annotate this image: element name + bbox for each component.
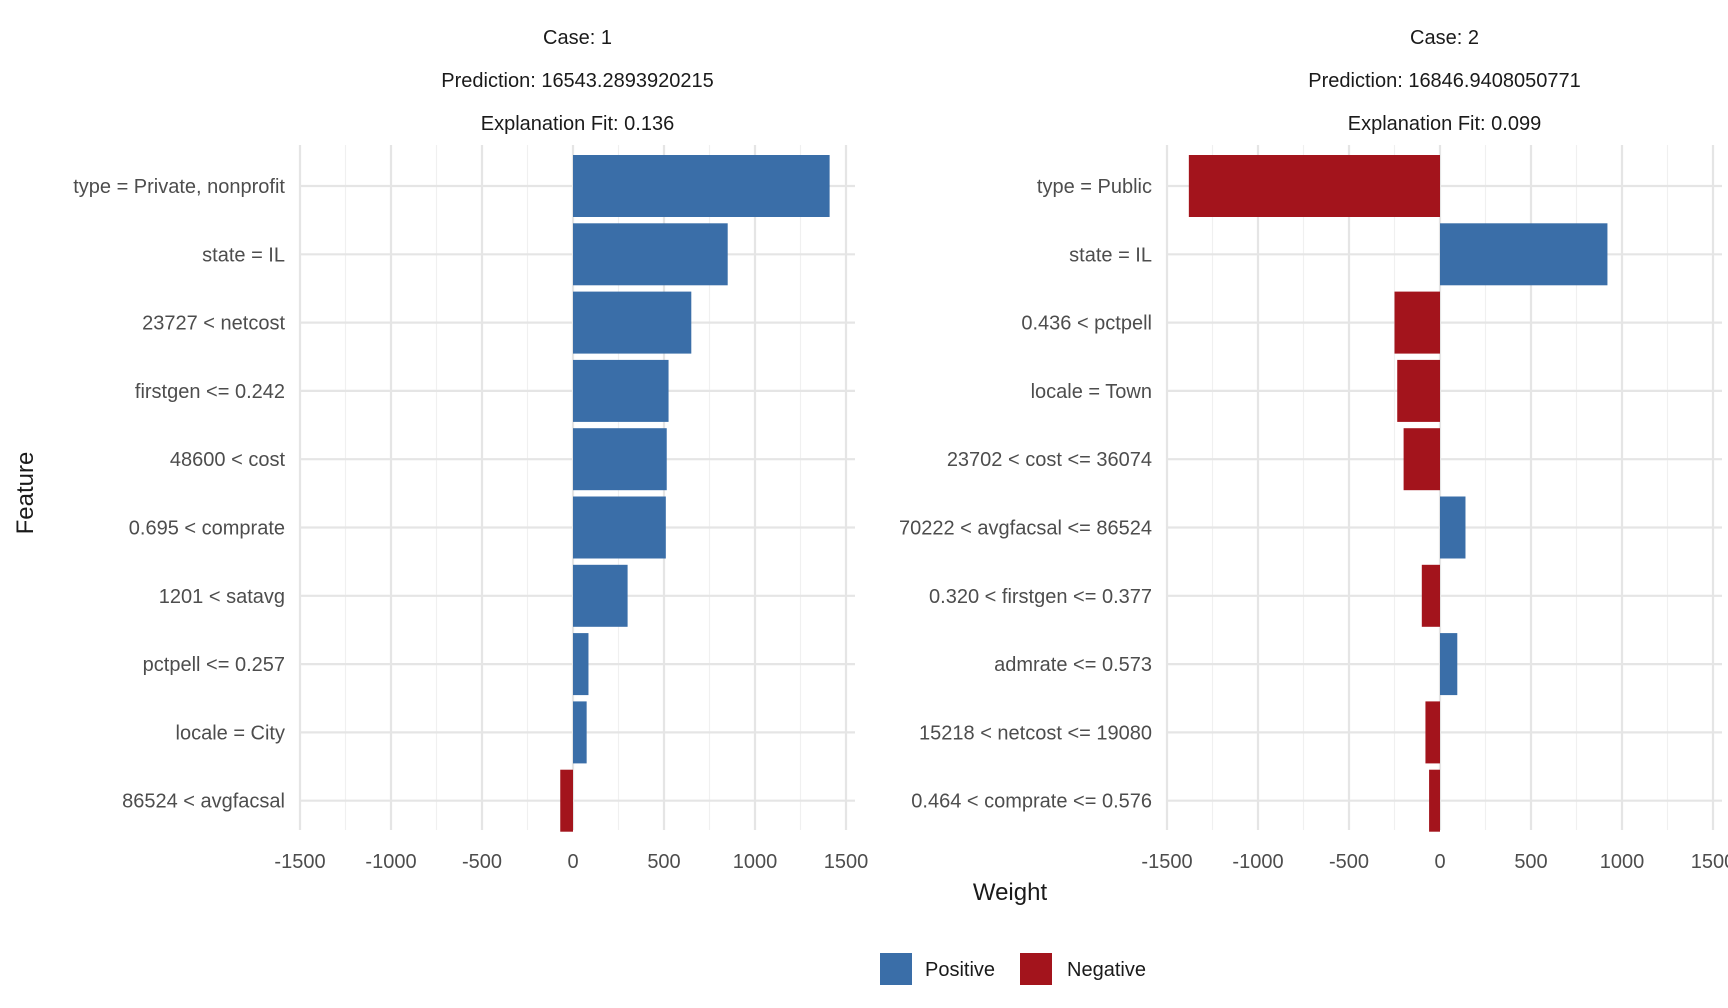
feature-label: 23702 < cost <= 36074 [947,449,1152,471]
feature-label: admrate <= 0.573 [994,654,1152,676]
legend-swatch-positive [880,953,912,985]
explanation-fit-title: Explanation Fit: 0.099 [1348,113,1541,135]
x-tick-label: -1000 [1232,851,1283,873]
y-axis-title: Feature [12,452,39,535]
x-tick-label: 1500 [824,851,869,873]
feature-label: 48600 < cost [170,449,286,471]
bar-positive [573,496,666,559]
bar-negative [1429,769,1440,832]
x-axis-title: Weight [973,879,1048,906]
feature-label: 0.436 < pctpell [1021,313,1152,335]
bar-positive [573,359,669,422]
bar-positive [573,291,692,354]
bar-negative [1397,359,1440,422]
legend-label-positive: Positive [925,959,995,981]
prediction-title: Prediction: 16846.9408050771 [1308,70,1580,92]
feature-label: 0.464 < comprate <= 0.576 [911,791,1152,813]
bar-positive [573,155,830,217]
x-tick-label: 1000 [1600,851,1645,873]
feature-label: 15218 < netcost <= 19080 [919,722,1152,744]
bar-positive [573,633,589,696]
x-tick-label: 0 [567,851,578,873]
case-1-panel: type = Private, nonprofit state = IL 23727… [73,27,868,873]
feature-label: state = IL [202,244,285,266]
case-2-panel: type = Public state = IL 0.436 < pctpell lo… [899,27,1728,873]
x-tick-label: 500 [1514,851,1547,873]
bar-positive [573,564,628,627]
x-tick-label: -1500 [274,851,325,873]
bar-positive [573,223,728,286]
bar-negative [560,769,573,832]
legend: Positive Negative [880,953,1146,985]
feature-label: type = Public [1037,176,1152,198]
bar-positive [573,701,587,764]
case-title: Case: 2 [1410,27,1479,49]
feature-label: type = Private, nonprofit [73,176,285,198]
x-tick-label: 1000 [733,851,778,873]
feature-label: firstgen <= 0.242 [135,381,285,403]
bar-negative [1394,291,1440,354]
bar-negative [1421,564,1440,627]
bar-positive [1440,633,1458,696]
bar-negative [1403,428,1440,491]
explanation-fit-title: Explanation Fit: 0.136 [481,113,674,135]
x-tick-label: -500 [1329,851,1369,873]
bar-negative [1425,701,1440,764]
x-tick-label: 0 [1434,851,1445,873]
x-tick-label: -500 [462,851,502,873]
bar-positive [1440,223,1608,286]
legend-swatch-negative [1020,953,1052,985]
bar-positive [573,428,667,491]
feature-label: 70222 < avgfacsal <= 86524 [899,518,1152,540]
feature-label: pctpell <= 0.257 [143,654,285,676]
feature-label: 1201 < satavg [159,586,285,608]
x-tick-label: 1500 [1691,851,1728,873]
feature-label: locale = Town [1031,381,1152,403]
prediction-title: Prediction: 16543.2893920215 [441,70,713,92]
legend-label-negative: Negative [1067,959,1146,981]
x-tick-label: -1000 [365,851,416,873]
bar-positive [1440,496,1466,559]
feature-label: 0.320 < firstgen <= 0.377 [929,586,1152,608]
feature-label: locale = City [176,722,286,744]
bar-negative [1188,155,1440,217]
x-tick-label: -1500 [1141,851,1192,873]
feature-label: 86524 < avgfacsal [122,791,285,813]
x-tick-label: 500 [647,851,680,873]
feature-label: 23727 < netcost [142,313,285,335]
case-title: Case: 1 [543,27,612,49]
feature-label: state = IL [1069,244,1152,266]
feature-label: 0.695 < comprate [129,518,285,540]
